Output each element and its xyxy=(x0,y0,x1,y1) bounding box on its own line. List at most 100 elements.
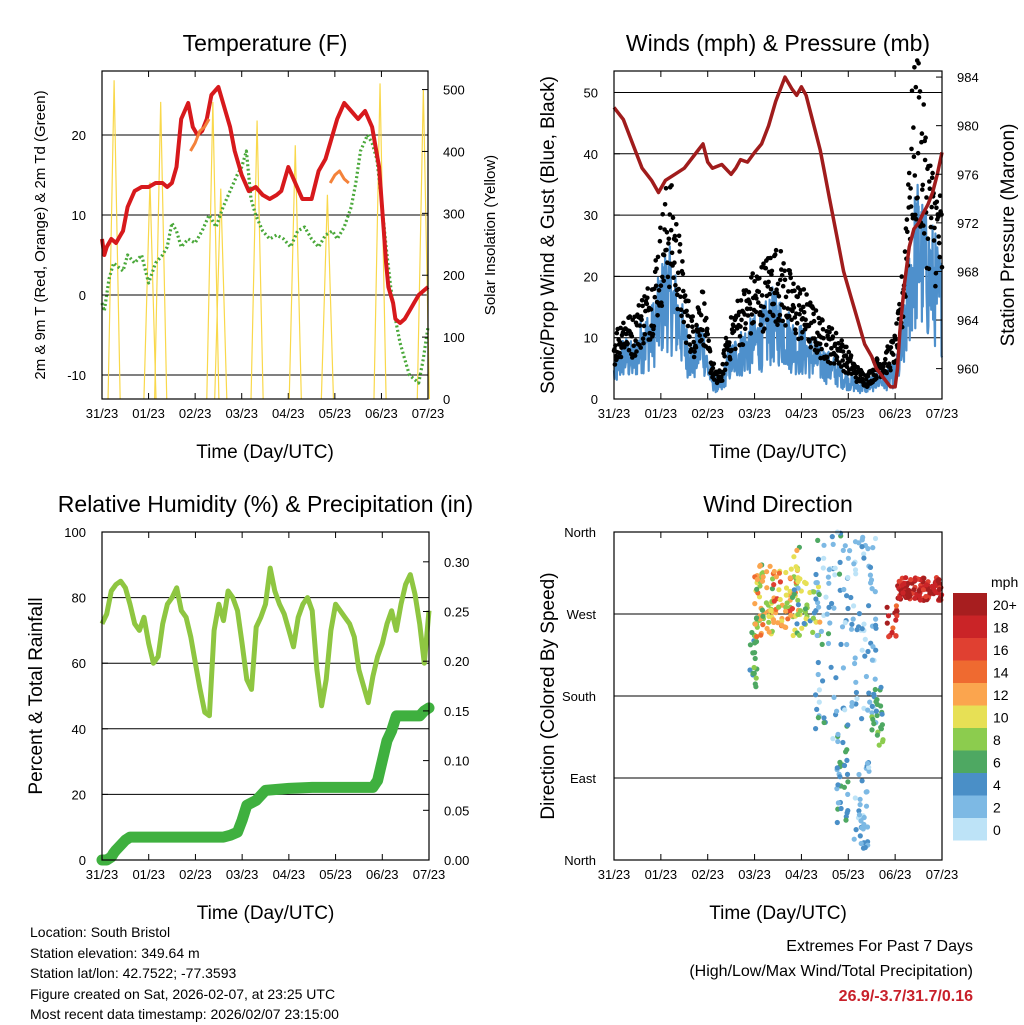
gust-point xyxy=(806,323,812,329)
gust-point xyxy=(769,268,775,274)
direction-point xyxy=(796,632,803,638)
gust-point xyxy=(904,217,910,222)
solar-insolation-spike xyxy=(143,182,157,400)
legend-swatch xyxy=(953,728,987,751)
direction-point xyxy=(839,624,846,630)
gust-point xyxy=(908,186,913,191)
rh-ytick-label: 0 xyxy=(79,853,86,868)
rh-xtick-label: 31/23 xyxy=(86,867,119,882)
direction-point xyxy=(813,571,819,578)
direction-point xyxy=(791,554,797,560)
direction-point xyxy=(751,664,757,671)
direction-point xyxy=(863,803,870,809)
gust-point xyxy=(830,334,836,339)
wind-xtick-label: 05/23 xyxy=(832,406,865,421)
direction-point xyxy=(859,716,865,722)
direction-point xyxy=(821,715,827,721)
legend-swatch xyxy=(953,593,987,616)
gust-point xyxy=(840,358,845,363)
wind-pressure-panel: Winds (mph) & Pressure (mb) Time (Day/UTC… xyxy=(538,30,1019,463)
direction-point xyxy=(831,694,837,701)
gust-point xyxy=(684,308,689,314)
direction-point xyxy=(871,721,877,727)
gust-point xyxy=(813,308,819,313)
total-rainfall-line xyxy=(96,702,435,866)
direction-point xyxy=(771,582,777,588)
gust-point xyxy=(655,254,661,260)
gust-point xyxy=(756,300,761,305)
gust-point xyxy=(930,170,935,176)
gust-point xyxy=(659,303,665,309)
rh-xtick-label: 05/23 xyxy=(319,867,352,882)
temp-xtick-label: 02/23 xyxy=(179,406,212,421)
direction-point xyxy=(815,537,821,544)
gust-point xyxy=(839,338,844,343)
direction-point xyxy=(876,742,882,748)
direction-point xyxy=(866,768,872,774)
direction-point xyxy=(817,619,823,625)
direction-point xyxy=(752,650,758,656)
gust-point xyxy=(698,312,704,318)
direction-point xyxy=(884,604,890,610)
gust-point xyxy=(833,330,839,336)
legend-swatch xyxy=(953,773,987,796)
legend-label: 20+ xyxy=(993,597,1017,613)
gust-point xyxy=(902,249,908,254)
gust-point xyxy=(909,88,915,94)
direction-point xyxy=(861,551,867,557)
direction-point xyxy=(835,738,841,745)
direction-point xyxy=(752,640,758,646)
direction-point xyxy=(852,795,858,801)
gust-point xyxy=(653,283,659,289)
gust-point xyxy=(655,313,660,318)
humidity-precip-panel: Relative Humidity (%) & Precipitation (i… xyxy=(26,491,473,924)
direction-point xyxy=(844,771,851,778)
direction-point xyxy=(845,722,851,728)
gust-point xyxy=(775,322,780,328)
gust-point xyxy=(783,323,788,328)
gust-point xyxy=(936,234,941,239)
gust-point xyxy=(672,260,677,266)
gust-point xyxy=(642,332,648,337)
direction-point xyxy=(861,555,867,561)
legend-swatch xyxy=(953,705,987,728)
direction-point xyxy=(844,593,850,599)
extremes-block: Extremes For Past 7 Days (High/Low/Max W… xyxy=(689,934,973,1009)
temp-y2tick-label: 100 xyxy=(443,330,465,345)
gust-point xyxy=(909,146,914,152)
wind-title: Winds (mph) & Pressure (mb) xyxy=(626,30,930,56)
gust-point xyxy=(931,238,937,243)
direction-point xyxy=(845,574,851,581)
gust-point xyxy=(689,318,695,324)
gust-point xyxy=(795,294,800,300)
direction-point xyxy=(777,579,784,585)
dir-title: Wind Direction xyxy=(703,491,853,517)
gust-point xyxy=(666,241,671,246)
wind-ylabel: Sonic/Prop Wind & Gust (Blue, Black) xyxy=(538,76,559,394)
gust-point xyxy=(699,337,704,343)
gust-point xyxy=(758,322,763,328)
direction-point xyxy=(763,600,770,606)
legend-title: mph xyxy=(991,574,1018,590)
rh-ytick-label: 40 xyxy=(72,722,86,737)
direction-point xyxy=(872,676,878,682)
gust-point xyxy=(661,252,667,258)
direction-point xyxy=(777,596,783,603)
direction-point xyxy=(870,716,876,723)
gust-point xyxy=(768,286,774,292)
direction-point xyxy=(867,564,874,571)
solar-insolation-spike xyxy=(154,101,168,400)
gust-point xyxy=(639,298,645,303)
direction-point xyxy=(834,819,840,826)
direction-point xyxy=(886,634,892,640)
gust-point xyxy=(771,301,777,307)
gust-point xyxy=(627,314,633,319)
direction-point xyxy=(858,840,864,847)
gust-point xyxy=(807,339,812,344)
direction-point xyxy=(816,699,822,705)
gust-point xyxy=(933,270,939,276)
direction-point xyxy=(813,692,819,698)
direction-point xyxy=(903,575,909,581)
gust-point xyxy=(658,225,663,231)
gust-point xyxy=(671,275,676,281)
